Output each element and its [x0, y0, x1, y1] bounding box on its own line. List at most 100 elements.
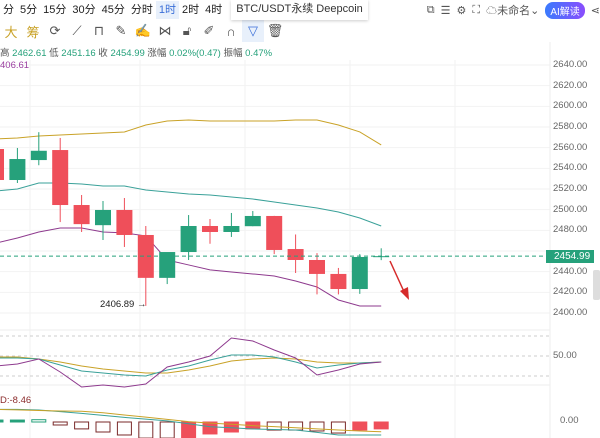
- bookmark-icon[interactable]: ⊓: [93, 23, 105, 38]
- price-tick: 2400.00: [553, 307, 588, 318]
- ai-analysis-button[interactable]: AI解读: [545, 1, 585, 19]
- candle-body: [351, 256, 368, 290]
- toolbar-right: ⧉ ☰ ⚙ ⛶ ☁未命名⌄ AI解读 ⋖: [427, 1, 600, 19]
- price-tick: 2500.00: [553, 204, 588, 215]
- boll-lower-value: 406.61: [0, 60, 30, 71]
- candle-body: [202, 225, 218, 232]
- price-tick: 2580.00: [553, 121, 588, 132]
- share-icon[interactable]: ⋖: [590, 4, 600, 17]
- macd-histogram-bar: [0, 419, 4, 423]
- trash-icon[interactable]: 🗑︎: [266, 23, 284, 38]
- candle-body: [9, 159, 26, 181]
- price-tick: 2640.00: [553, 59, 588, 70]
- indicator-list-icon[interactable]: ☰: [440, 4, 451, 17]
- macd-histogram-bar: [202, 421, 218, 435]
- ohlc-info: 高 2462.61 低 2451.16 收 2454.99 涨幅 0.02%(0…: [0, 45, 272, 59]
- lock-icon[interactable]: 🔓︎: [182, 23, 192, 38]
- layout-select[interactable]: ☁未命名⌄: [486, 5, 540, 17]
- cloud-icon: ☁: [486, 5, 498, 17]
- macd-histogram-bar: [95, 421, 111, 433]
- tf-30m[interactable]: 30分: [72, 4, 96, 16]
- tf-timeline[interactable]: 分时: [130, 4, 153, 16]
- settings-icon[interactable]: ⚙: [456, 4, 467, 17]
- tf-5m[interactable]: 5分: [20, 4, 38, 16]
- macd-histogram-bar: [288, 421, 304, 431]
- kdj-k-line: [0, 354, 382, 377]
- tf-1m[interactable]: 分: [3, 4, 14, 16]
- close-value: 2454.99: [110, 48, 145, 59]
- tf-4h[interactable]: 4时: [205, 4, 223, 16]
- candle-body: [309, 259, 325, 274]
- symbol-tooltip: BTC/USDT永续 Deepcoin: [231, 0, 368, 20]
- candle-body: [73, 205, 90, 225]
- high-value: 2462.61: [12, 48, 47, 59]
- macd-dea-line: [0, 408, 382, 433]
- price-tick: 2540.00: [553, 162, 588, 173]
- amplitude-label: 振幅: [223, 48, 243, 59]
- macd-histogram-bar: [9, 419, 25, 423]
- brush-icon[interactable]: ✍: [134, 23, 152, 38]
- candle-body: [159, 252, 176, 278]
- low-annotation: 2406.89 →: [100, 299, 147, 310]
- chip-distribution-button[interactable]: 筹: [26, 24, 40, 40]
- amplitude-value: 0.47%: [245, 48, 273, 59]
- expand-icon[interactable]: ⛶: [472, 3, 481, 16]
- note-icon[interactable]: ✐: [203, 23, 215, 38]
- macd-label: D:-8.46: [0, 395, 32, 406]
- macd-histogram-bar: [52, 421, 68, 426]
- candle-body: [95, 209, 111, 226]
- price-tick: 2420.00: [553, 286, 588, 297]
- tf-15m[interactable]: 15分: [43, 4, 67, 16]
- kdj-d-line: [0, 356, 382, 374]
- fullscreen-window-icon[interactable]: ⧉: [426, 3, 435, 16]
- macd-dif-line: [0, 408, 382, 436]
- low-label: 低: [49, 48, 59, 59]
- high-label: 高: [0, 48, 10, 59]
- price-axis-scroll-handle[interactable]: [593, 270, 600, 300]
- candle-body: [180, 225, 197, 253]
- macd-histogram-bar: [74, 421, 90, 430]
- line-tool-icon[interactable]: ⟋: [72, 23, 82, 38]
- change-value: 0.02%(0.47): [169, 48, 221, 59]
- price-tick: 2440.00: [553, 266, 588, 277]
- layout-name: 未命名: [497, 5, 531, 17]
- macd-tick: 0.00: [560, 415, 579, 426]
- boll-upper-line: [0, 119, 382, 146]
- drawing-toolbar: 大 筹 ⟳ ⟋ ⊓ ✎ ✍ ⋈ 🔓︎ ✐ ∩ ▽ 🗑︎: [0, 20, 286, 42]
- magnet-icon[interactable]: ∩: [226, 23, 236, 39]
- macd-histogram-bar: [352, 421, 368, 431]
- macd-histogram-bar: [31, 419, 47, 423]
- big-order-button[interactable]: 大: [4, 24, 18, 40]
- macd-histogram-bar: [138, 421, 154, 438]
- current-price-tag: 2454.99: [546, 250, 595, 263]
- macd-histogram-bar: [309, 421, 325, 432]
- low-value: 2451.16: [61, 48, 96, 59]
- candle-body: [0, 149, 4, 181]
- tf-1h[interactable]: 1时: [155, 1, 179, 19]
- replay-icon[interactable]: ⟳: [49, 23, 61, 38]
- ruler-icon[interactable]: ✎: [115, 23, 127, 38]
- timeframe-bar: 分 5分 15分 30分 45分 分时 1时 2时 4时 BTC/USDT永续 …: [0, 0, 600, 20]
- filter-icon[interactable]: ▽: [242, 20, 264, 42]
- price-tick: 2480.00: [553, 224, 588, 235]
- price-tick: 2600.00: [553, 100, 588, 111]
- kdj-tick: 50.00: [553, 350, 577, 361]
- down-arrow-head: [400, 287, 409, 300]
- candle-body: [266, 215, 283, 250]
- change-label: 涨幅: [147, 48, 167, 59]
- price-tick: 2620.00: [553, 80, 588, 91]
- tf-2h[interactable]: 2时: [182, 4, 200, 16]
- macd-histogram-bar: [330, 421, 346, 434]
- tf-45m[interactable]: 45分: [101, 4, 125, 16]
- price-tick: 2520.00: [553, 183, 588, 194]
- macd-histogram-bar: [373, 421, 389, 430]
- close-label: 收: [98, 48, 108, 59]
- candle-body: [330, 273, 347, 290]
- candle-body: [116, 209, 133, 235]
- candle-body: [287, 249, 304, 260]
- kdj-j-line: [0, 337, 382, 388]
- pattern-icon[interactable]: ⋈: [158, 23, 172, 38]
- candle-body: [223, 225, 240, 232]
- candle-body: [244, 215, 261, 227]
